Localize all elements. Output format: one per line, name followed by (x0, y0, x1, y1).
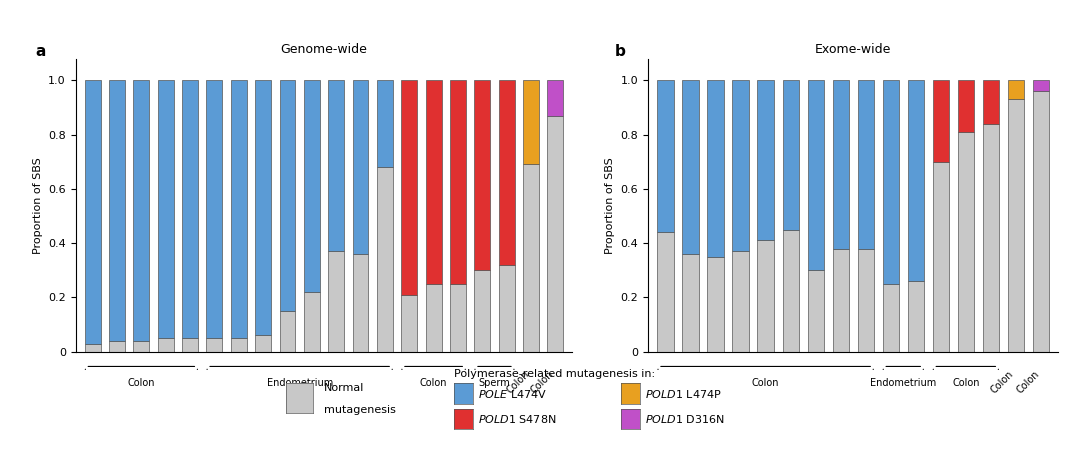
Bar (303, 80, 320, 292)
Bar (933, 162, 949, 352)
Bar (206, 80, 222, 338)
Bar (352, 254, 368, 352)
Bar (808, 80, 824, 270)
Bar (658, 232, 674, 352)
Bar (983, 124, 999, 352)
Text: Colon: Colon (1014, 369, 1041, 396)
Bar (658, 80, 674, 232)
Bar (1032, 80, 1049, 91)
Bar (1032, 91, 1049, 352)
Bar (255, 80, 271, 336)
Text: Colon: Colon (989, 369, 1016, 396)
Bar (377, 167, 393, 352)
Bar (882, 284, 899, 352)
Bar (958, 132, 974, 352)
Bar (474, 270, 490, 352)
Bar (683, 254, 699, 352)
Bar (783, 230, 799, 352)
Text: Colon: Colon (504, 369, 531, 396)
Bar (732, 251, 748, 352)
Bar (450, 80, 465, 284)
Bar (907, 80, 923, 281)
Bar (109, 341, 125, 352)
Bar (858, 249, 874, 352)
Bar (499, 80, 514, 265)
Bar (255, 336, 271, 352)
Bar (907, 281, 923, 352)
Bar (499, 265, 514, 352)
Text: $POLD1$ D316N: $POLD1$ D316N (645, 414, 725, 425)
Bar (84, 344, 100, 352)
Bar (206, 338, 222, 352)
Text: Colon: Colon (127, 378, 156, 388)
Bar (109, 80, 125, 341)
Text: Normal: Normal (324, 383, 364, 393)
Bar (158, 338, 174, 352)
Bar (833, 249, 849, 352)
Bar (426, 80, 442, 284)
Text: Endometrium: Endometrium (267, 378, 333, 388)
Bar (757, 80, 773, 240)
Bar (158, 80, 174, 338)
Bar (183, 338, 198, 352)
Text: Colon: Colon (752, 378, 780, 388)
Bar (757, 240, 773, 352)
Bar (328, 80, 345, 251)
Text: $POLE$ L474V: $POLE$ L474V (478, 388, 548, 400)
Bar (983, 80, 999, 124)
Bar (377, 80, 393, 167)
Y-axis label: Proportion of SBS: Proportion of SBS (605, 157, 615, 253)
Bar (231, 80, 246, 338)
Bar (523, 165, 539, 352)
Text: b: b (616, 44, 626, 59)
Bar (426, 284, 442, 352)
Bar (84, 80, 100, 344)
Bar (280, 311, 296, 352)
Text: Sperm: Sperm (478, 378, 511, 388)
Bar (732, 80, 748, 251)
Bar (707, 257, 724, 352)
Title: Exome-wide: Exome-wide (815, 43, 891, 56)
Bar (474, 80, 490, 270)
Bar (1008, 99, 1024, 352)
Bar (523, 80, 539, 165)
Bar (548, 80, 564, 115)
Bar (808, 270, 824, 352)
Text: mutagenesis: mutagenesis (324, 405, 396, 415)
Text: Endometrium: Endometrium (870, 378, 936, 388)
Title: Genome-wide: Genome-wide (281, 43, 367, 56)
Bar (402, 80, 417, 295)
Bar (933, 80, 949, 162)
Text: Colon: Colon (420, 378, 447, 388)
Bar (352, 80, 368, 254)
Y-axis label: Proportion of SBS: Proportion of SBS (32, 157, 42, 253)
Bar (134, 80, 149, 341)
Bar (280, 80, 296, 311)
Bar (783, 80, 799, 230)
Text: $POLD1$ L474P: $POLD1$ L474P (645, 388, 721, 400)
Bar (134, 341, 149, 352)
Bar (231, 338, 246, 352)
Text: $POLD1$ S478N: $POLD1$ S478N (478, 414, 557, 425)
Bar (882, 80, 899, 284)
Bar (707, 80, 724, 257)
Bar (183, 80, 198, 338)
Bar (328, 251, 345, 352)
Bar (958, 80, 974, 132)
Bar (548, 115, 564, 352)
Text: a: a (36, 44, 46, 59)
Bar (858, 80, 874, 249)
Text: Colon: Colon (529, 369, 555, 396)
Bar (833, 80, 849, 249)
Bar (450, 284, 465, 352)
Bar (1008, 80, 1024, 99)
Text: Colon: Colon (953, 378, 980, 388)
Text: Polymerase-related mutagenesis in:: Polymerase-related mutagenesis in: (454, 369, 654, 379)
Bar (303, 292, 320, 352)
Bar (402, 295, 417, 352)
Bar (683, 80, 699, 254)
